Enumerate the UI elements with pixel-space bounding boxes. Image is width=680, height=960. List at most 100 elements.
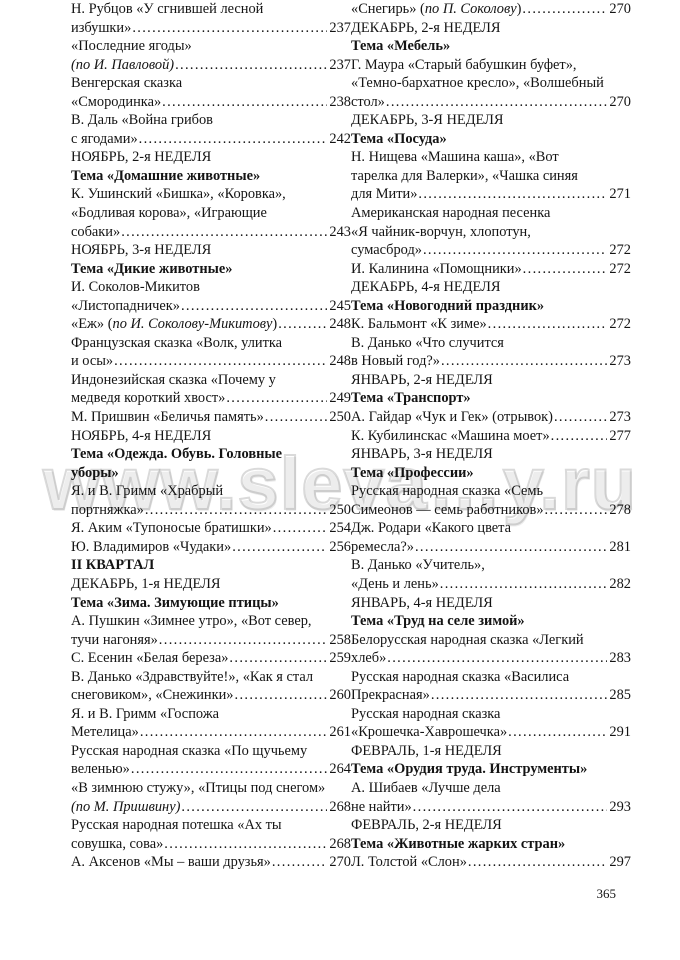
entry-title-part: по И. Соколову-Микитову: [112, 316, 273, 333]
toc-entry[interactable]: «Последние ягоды» (по И. Павловой).......…: [71, 37, 351, 74]
toc-entry[interactable]: Г. Маура «Старый бабушкин буфет», «Темно-…: [351, 56, 631, 112]
entry-line-last: (по И. Павловой)........................…: [71, 56, 351, 75]
entry-title-part: в Новый год?»: [351, 353, 440, 370]
toc-entry[interactable]: М. Пришвин «Беличья память».............…: [71, 408, 351, 427]
entry-page-number: 242: [329, 130, 351, 147]
toc-entry[interactable]: А. Аксенов «Мы – ваши друзья»...........…: [71, 853, 351, 872]
toc-entry[interactable]: А. Шибаев «Лучше дела не найти»..........…: [351, 779, 631, 816]
toc-entry[interactable]: И. Соколов-Микитов «Листопадничек» ......…: [71, 278, 351, 315]
entry-title-part: и осы»: [71, 353, 114, 370]
theme-heading: Тема «Дикие животные»: [71, 260, 233, 277]
theme-heading: Тема «Животные жарких стран»: [351, 835, 566, 852]
toc-entry[interactable]: Дж. Родари «Какого цвета ремесла?» ......…: [351, 519, 631, 556]
entry-line-last: «Еж» (по И. Соколову-Микитову)..........…: [71, 315, 351, 334]
toc-entry[interactable]: Индонезийская сказка «Почему у медведя ко…: [71, 371, 351, 408]
toc-entry[interactable]: Русская народная сказка «Семь Симеонов — …: [351, 482, 631, 519]
toc-column-left: Н. Рубцов «У сгнившей лесной избушки»....…: [71, 0, 351, 872]
toc-entry[interactable]: Я. и В. Гримм «Храбрый портняжка» .......…: [71, 482, 351, 519]
toc-entry[interactable]: Я. Аким «Тупоносые братишки»............…: [71, 519, 351, 538]
toc-entry[interactable]: Русская народная сказка «Василиса Прекрас…: [351, 668, 631, 705]
entry-page-number: 272: [609, 316, 631, 333]
entry-page-number: 270: [609, 93, 631, 110]
entry-line: Белорусская народная сказка «Легкий: [351, 631, 631, 650]
entry-page-number: 297: [609, 854, 631, 871]
toc-entry[interactable]: С. Есенин «Белая береза»................…: [71, 649, 351, 668]
entry-title: «Я чайник-ворчун, хлопотун,: [351, 223, 531, 240]
toc-entry[interactable]: К. Кубилинскас «Машина моет»............…: [351, 427, 631, 446]
toc-entry[interactable]: Американская народная песенка «Я чайник-в…: [351, 204, 631, 260]
week-heading: ЯНВАРЬ, 4-я НЕДЕЛЯ: [351, 594, 493, 611]
entry-line-last: «Листопадничек» ........................…: [71, 297, 351, 316]
entry-title: А. Шибаев «Лучше дела: [351, 779, 501, 796]
toc-entry[interactable]: Н. Рубцов «У сгнившей лесной избушки»....…: [71, 0, 351, 37]
dot-leader: ........................................…: [232, 538, 327, 555]
dot-leader: ........................................…: [132, 19, 327, 36]
toc-entry[interactable]: Ю. Владимиров «Чудаки»..................…: [71, 538, 351, 557]
week-heading: ДЕКАБРЬ, 2-я НЕДЕЛЯ: [351, 19, 501, 36]
entry-title: не найти»: [351, 798, 412, 817]
entry-title-part: избушки»: [71, 19, 132, 36]
toc-entry[interactable]: Русская народная сказка «По щучьему велен…: [71, 742, 351, 779]
toc-entry[interactable]: К. Бальмонт «К зиме»....................…: [351, 315, 631, 334]
entry-title: А. Аксенов «Мы – ваши друзья»: [71, 853, 271, 872]
entry-title: сумасброд»: [351, 241, 422, 260]
week-heading: НОЯБРЬ, 3-я НЕДЕЛЯ: [71, 242, 212, 259]
entry-title: С. Есенин «Белая береза»: [71, 649, 228, 668]
week-heading: ЯНВАРЬ, 2-я НЕДЕЛЯ: [351, 371, 493, 388]
toc-entry[interactable]: Русская народная сказка «Крошечка-Хавроше…: [351, 705, 631, 742]
entry-page-number: 256: [329, 538, 351, 555]
entry-line-last: А. Аксенов «Мы – ваши друзья»...........…: [71, 853, 351, 872]
toc-entry[interactable]: В. Данько «Учитель», «День и лень» ......…: [351, 556, 631, 593]
toc-entry[interactable]: Н. Нищева «Машина каша», «Вот тарелка для…: [351, 148, 631, 204]
toc-entry[interactable]: В. Даль «Война грибов с ягодами».........…: [71, 111, 351, 148]
entry-line: Дж. Родари «Какого цвета: [351, 519, 631, 538]
entry-line-last: веленью» ...............................…: [71, 760, 351, 779]
toc-entry[interactable]: Русская народная потешка «Ах ты совушка, …: [71, 816, 351, 853]
toc-entry[interactable]: Л. Толстой «Слон».......................…: [351, 853, 631, 872]
entry-line: «В зимнюю стужу», «Птицы под снегом»: [71, 779, 351, 798]
entry-title: Венгерская сказка: [71, 75, 183, 92]
entry-title-part: по П. Соколову: [424, 1, 517, 17]
entry-page-number: 291: [609, 724, 631, 741]
entry-title: «Снегирь» (по П. Соколову): [351, 0, 521, 19]
toc-entry[interactable]: В. Данько «Что случится в Новый год?»....…: [351, 334, 631, 371]
toc-entry[interactable]: Белорусская народная сказка «Легкий хлеб»…: [351, 631, 631, 668]
entry-title: К. Кубилинскас «Машина моет»: [351, 427, 550, 446]
entry-page-number: 237: [329, 56, 351, 73]
toc-entry[interactable]: В. Данько «Здравствуйте!», «Как я стал сн…: [71, 668, 351, 705]
entry-title: Г. Маура «Старый бабушкин буфет»,: [351, 56, 577, 73]
entry-title: Я. и В. Гримм «Храбрый: [71, 483, 224, 500]
toc-entry[interactable]: И. Калинина «Помощники».................…: [351, 260, 631, 279]
entry-line: В. Данько «Что случится: [351, 334, 631, 353]
dot-leader: ........................................…: [272, 520, 328, 537]
entry-title: Метелица»: [71, 723, 139, 742]
entry-title-part: «Снегирь» (: [351, 1, 425, 17]
entry-page-number: 272: [609, 260, 631, 277]
toc-entry[interactable]: Я. и В. Гримм «Госпожа Метелица».........…: [71, 705, 351, 742]
entry-title-part: К. Бальмонт «К зиме»: [351, 316, 487, 333]
toc-entry[interactable]: А. Гайдар «Чук и Гек» (отрывок).........…: [351, 408, 631, 427]
entry-title-part: С. Есенин «Белая береза»: [71, 650, 229, 667]
dot-leader: ........................................…: [387, 650, 607, 667]
entry-line-last: С. Есенин «Белая береза»................…: [71, 649, 351, 668]
entry-title: «День и лень»: [351, 575, 439, 594]
toc-entry[interactable]: «Снегирь» (по П. Соколову)..............…: [351, 0, 631, 19]
toc-entry[interactable]: «Еж» (по И. Соколову-Микитову)..........…: [71, 315, 351, 334]
entry-title-part: стол»: [351, 93, 385, 110]
entry-title: (по М. Пришвину): [71, 798, 180, 817]
toc-entry[interactable]: «В зимнюю стужу», «Птицы под снегом» (по …: [71, 779, 351, 816]
entry-line: Я. и В. Гримм «Храбрый: [71, 482, 351, 501]
toc-entry[interactable]: К. Ушинский «Бишка», «Коровка», «Бодливая…: [71, 185, 351, 241]
dot-leader: ........................................…: [121, 223, 327, 240]
entry-line: А. Пушкин «Зимнее утро», «Вот север,: [71, 612, 351, 631]
entry-title: Белорусская народная сказка «Легкий: [351, 631, 584, 648]
toc-entry[interactable]: А. Пушкин «Зимнее утро», «Вот север, тучи…: [71, 612, 351, 649]
entry-title: тучи нагоняя»: [71, 631, 158, 650]
toc-entry[interactable]: Венгерская сказка «Смородинка» ..........…: [71, 74, 351, 111]
entry-line-last: для Мити»...............................…: [351, 185, 631, 204]
dot-leader: ........................................…: [508, 724, 608, 741]
entry-title: Русская народная сказка «По щучьему: [71, 742, 308, 759]
entry-page-number: 277: [609, 427, 631, 444]
toc-entry[interactable]: Французская сказка «Волк, улитка и осы»..…: [71, 334, 351, 371]
entry-page-number: 293: [609, 798, 631, 815]
